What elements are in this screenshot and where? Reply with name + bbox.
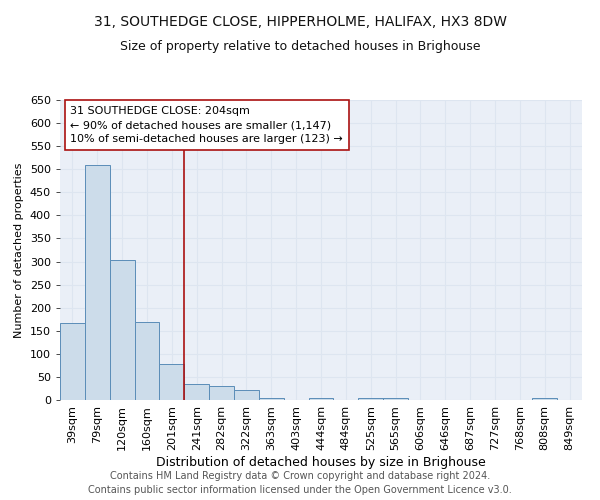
Y-axis label: Number of detached properties: Number of detached properties [14,162,24,338]
Bar [110,260,134,400]
Bar [209,386,234,400]
Bar [383,398,408,400]
Bar [60,323,85,400]
Text: 31 SOUTHEDGE CLOSE: 204sqm
← 90% of detached houses are smaller (1,147)
10% of s: 31 SOUTHEDGE CLOSE: 204sqm ← 90% of deta… [70,106,343,144]
Bar [160,364,184,400]
Text: Contains HM Land Registry data © Crown copyright and database right 2024.
Contai: Contains HM Land Registry data © Crown c… [88,471,512,495]
Text: Size of property relative to detached houses in Brighouse: Size of property relative to detached ho… [120,40,480,53]
Bar [358,398,383,400]
X-axis label: Distribution of detached houses by size in Brighouse: Distribution of detached houses by size … [156,456,486,468]
Bar [85,164,110,400]
Text: 31, SOUTHEDGE CLOSE, HIPPERHOLME, HALIFAX, HX3 8DW: 31, SOUTHEDGE CLOSE, HIPPERHOLME, HALIFA… [94,15,506,29]
Bar [184,384,209,400]
Bar [234,390,259,400]
Bar [134,322,160,400]
Bar [532,398,557,400]
Bar [259,398,284,400]
Bar [308,398,334,400]
